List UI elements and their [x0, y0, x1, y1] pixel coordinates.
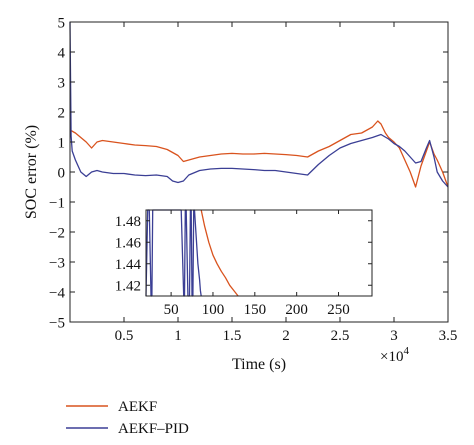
- inset-plot: 50 100 150 200 250 1.42 1.44 1.46 1.48: [115, 209, 373, 318]
- x-axis-multiplier: ×104: [380, 345, 409, 365]
- main-y-tick-label: 1: [58, 135, 66, 151]
- inset-x-tick-label: 100: [202, 302, 225, 318]
- inset-y-tick-label: 1.48: [115, 214, 141, 230]
- main-y-tick-label: 4: [58, 45, 66, 61]
- inset-series-line-aekf-pid: [145, 209, 202, 297]
- inset-y-tick-label: 1.42: [115, 279, 141, 295]
- x-axis-multiplier-exponent: 4: [403, 345, 409, 357]
- inset-y-tick-label: 1.44: [115, 257, 142, 273]
- main-x-tick-label: 3.5: [439, 328, 458, 344]
- y-axis-label: SOC error (%): [23, 125, 40, 219]
- legend-label-aekf: AEKF: [118, 399, 157, 415]
- main-y-tick-label: 2: [58, 105, 66, 121]
- inset-y-tick-label: 1.46: [115, 236, 142, 252]
- x-axis-multiplier-base: ×10: [380, 349, 403, 365]
- main-y-tick-label: 5: [58, 15, 66, 31]
- main-x-tick-label: 3: [390, 328, 398, 344]
- legend: AEKF AEKF–PID: [66, 399, 189, 437]
- main-x-tick-label: 0.5: [115, 328, 134, 344]
- main-y-tick-label: 0: [58, 165, 66, 181]
- x-axis-label: Time (s): [232, 356, 286, 373]
- inset-plot-background: [146, 210, 372, 296]
- main-x-tick-label: 2.5: [331, 328, 350, 344]
- main-y-tick-label: −5: [49, 315, 65, 331]
- main-plot: 0.5 1 1.5 2 2.5 3 3.5 −5 −4 −3 −2 −1 0 1 2 3 4 5: [49, 15, 457, 344]
- main-x-tick-label: 2: [282, 328, 290, 344]
- main-y-tick-label: −1: [49, 195, 65, 211]
- inset-series-line-aekf: [200, 209, 239, 297]
- inset-plot-frame: [145, 209, 373, 297]
- main-x-tick-label: 1: [174, 328, 182, 344]
- main-y-tick-label: 3: [58, 75, 66, 91]
- inset-x-tick-label: 150: [244, 302, 267, 318]
- legend-label-aekf-pid: AEKF–PID: [118, 421, 189, 437]
- main-ticks-group: 0.5 1 1.5 2 2.5 3 3.5 −5 −4 −3 −2 −1 0 1 2 3 4 5: [49, 15, 457, 344]
- inset-x-tick-label: 250: [327, 302, 350, 318]
- main-series-line-aekf: [69, 120, 449, 188]
- main-x-tick-label: 1.5: [223, 328, 242, 344]
- main-series-group: [69, 21, 449, 188]
- inset-x-tick-label: 200: [285, 302, 308, 318]
- main-y-tick-label: −3: [49, 255, 65, 271]
- main-series-line-aekf-pid: [69, 21, 449, 188]
- inset-series-group: [145, 209, 239, 297]
- inset-ticks-group: 50 100 150 200 250 1.42 1.44 1.46 1.48: [115, 210, 372, 318]
- main-y-tick-label: −4: [49, 285, 65, 301]
- main-y-tick-label: −2: [49, 225, 65, 241]
- inset-x-tick-label: 50: [164, 302, 179, 318]
